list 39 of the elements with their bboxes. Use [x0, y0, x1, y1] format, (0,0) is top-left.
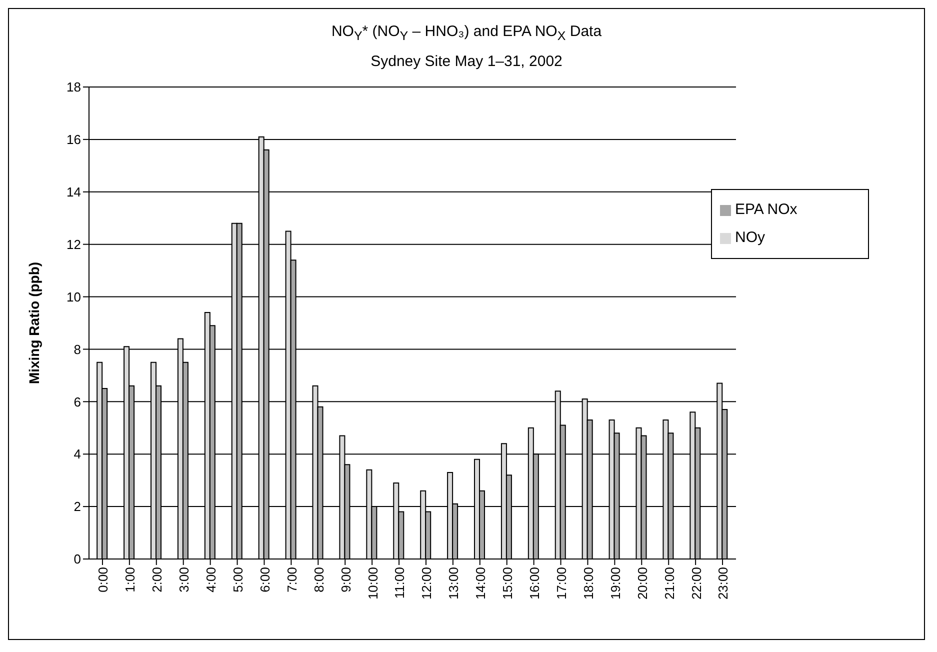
- y-tick-label: 0: [74, 552, 81, 567]
- chart-subtitle: Sydney Site May 1–31, 2002: [370, 53, 564, 70]
- x-tick-label: 22:00: [688, 567, 704, 600]
- x-tick-label: 12:00: [419, 567, 434, 600]
- x-tick-label: 9:00: [338, 567, 354, 592]
- x-tick-label: 3:00: [176, 567, 192, 592]
- x-tick-label: 18:00: [580, 567, 596, 600]
- x-tick-label: 19:00: [608, 567, 623, 600]
- chart-title: NO$_{Y}$* (NO$_{Y}$ – HNO₃) and EPA NO$_{X}$ Data: [330, 23, 603, 43]
- legend-label: EPA NOx: [735, 201, 798, 218]
- x-tick-label: 5:00: [230, 567, 246, 592]
- y-tick-label: 14: [66, 184, 81, 200]
- x-tick-label: 0:00: [96, 567, 111, 592]
- y-tick-label: 2: [74, 499, 81, 514]
- x-tick-label: 20:00: [634, 567, 650, 600]
- x-tick-label: 7:00: [284, 567, 300, 592]
- y-axis-title: Mixing Ratio (ppb): [26, 262, 42, 384]
- legend-label: NOy: [735, 229, 765, 246]
- y-tick-label: 18: [66, 80, 81, 95]
- x-tick-label: 8:00: [311, 567, 326, 592]
- x-tick-label: 23:00: [716, 567, 731, 600]
- x-tick-label: 16:00: [527, 567, 542, 600]
- x-tick-label: 1:00: [122, 567, 138, 592]
- x-tick-label: 4:00: [204, 567, 219, 592]
- y-tick-label: 12: [66, 236, 81, 252]
- x-tick-label: 2:00: [150, 567, 165, 592]
- x-tick-label: 21:00: [662, 567, 677, 600]
- y-tick-label: 10: [66, 289, 81, 304]
- x-tick-label: 14:00: [473, 567, 488, 600]
- y-tick-label: 4: [74, 446, 81, 462]
- x-tick-label: 13:00: [446, 567, 462, 600]
- x-tick-label: 11:00: [392, 567, 408, 599]
- y-tick-label: 16: [66, 132, 81, 148]
- x-tick-label: 15:00: [500, 567, 516, 600]
- x-tick-label: 10:00: [365, 567, 380, 600]
- y-tick-label: 8: [74, 342, 81, 357]
- x-tick-label: 17:00: [554, 567, 569, 600]
- x-tick-label: 6:00: [257, 567, 272, 592]
- y-tick-label: 6: [74, 394, 81, 410]
